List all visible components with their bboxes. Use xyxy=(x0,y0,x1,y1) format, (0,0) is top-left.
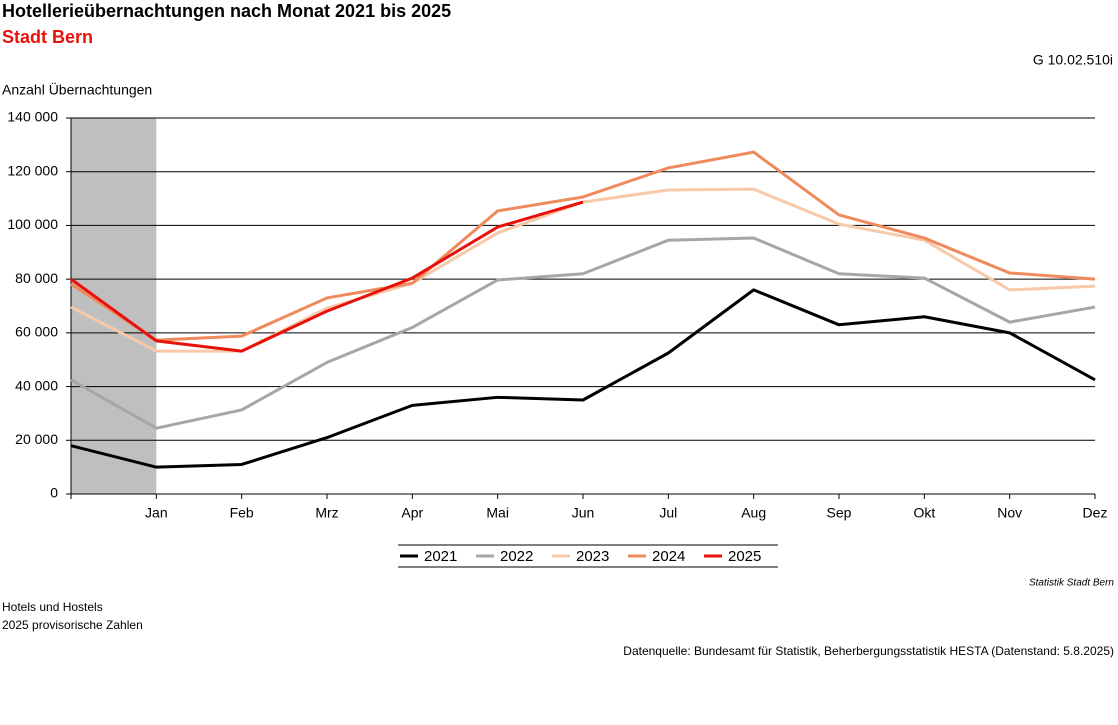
series-line xyxy=(70,200,584,353)
legend-label: 2023 xyxy=(576,548,609,565)
series-line xyxy=(70,288,1096,469)
chart-id: G 10.02.510i xyxy=(1033,52,1113,68)
note: 2025 provisorische Zahlen xyxy=(2,618,143,632)
y-tick-label: 40 000 xyxy=(15,377,58,393)
x-tick-label: Apr xyxy=(401,505,423,521)
y-tick-label: 120 000 xyxy=(7,162,58,178)
y-tick-label: 80 000 xyxy=(15,270,58,286)
series-line xyxy=(70,236,1096,430)
legend-label: 2022 xyxy=(500,548,533,565)
y-tick-label: 60 000 xyxy=(15,324,58,340)
x-tick-label: Feb xyxy=(230,505,254,521)
series-line xyxy=(70,187,1096,353)
legend-label: 2024 xyxy=(652,548,685,565)
y-tick-label: 20 000 xyxy=(15,431,58,447)
x-tick-label: Jul xyxy=(659,505,677,521)
x-tick-label: Jan xyxy=(145,505,168,521)
x-tick-label: Nov xyxy=(997,505,1022,521)
note: Hotels und Hostels xyxy=(2,600,103,614)
y-tick-label: 140 000 xyxy=(7,109,58,125)
credit: Statistik Stadt Bern xyxy=(1029,578,1114,589)
x-tick-label: Sep xyxy=(827,505,852,521)
y-axis-label: Anzahl Übernachtungen xyxy=(2,81,152,98)
legend-label: 2021 xyxy=(424,548,457,565)
chart-title: Hotellerieübernachtungen nach Monat 2021… xyxy=(2,1,451,21)
x-tick-label: Mai xyxy=(486,505,509,521)
y-tick-label: 0 xyxy=(50,485,58,501)
x-tick-label: Mrz xyxy=(315,505,338,521)
shaded-band xyxy=(71,118,157,494)
y-tick-label: 100 000 xyxy=(7,216,58,232)
series-line xyxy=(70,150,1096,342)
x-tick-label: Dez xyxy=(1083,505,1108,521)
x-tick-label: Jun xyxy=(572,505,595,521)
chart-subtitle: Stadt Bern xyxy=(2,27,93,47)
source: Datenquelle: Bundesamt für Statistik, Be… xyxy=(623,644,1114,658)
x-tick-label: Okt xyxy=(913,505,935,521)
legend-label: 2025 xyxy=(728,548,761,565)
x-tick-label: Aug xyxy=(741,505,766,521)
